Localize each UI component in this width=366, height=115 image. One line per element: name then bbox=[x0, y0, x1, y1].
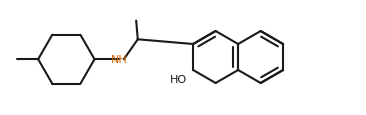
Text: NH: NH bbox=[111, 55, 127, 65]
Text: HO: HO bbox=[170, 74, 187, 84]
